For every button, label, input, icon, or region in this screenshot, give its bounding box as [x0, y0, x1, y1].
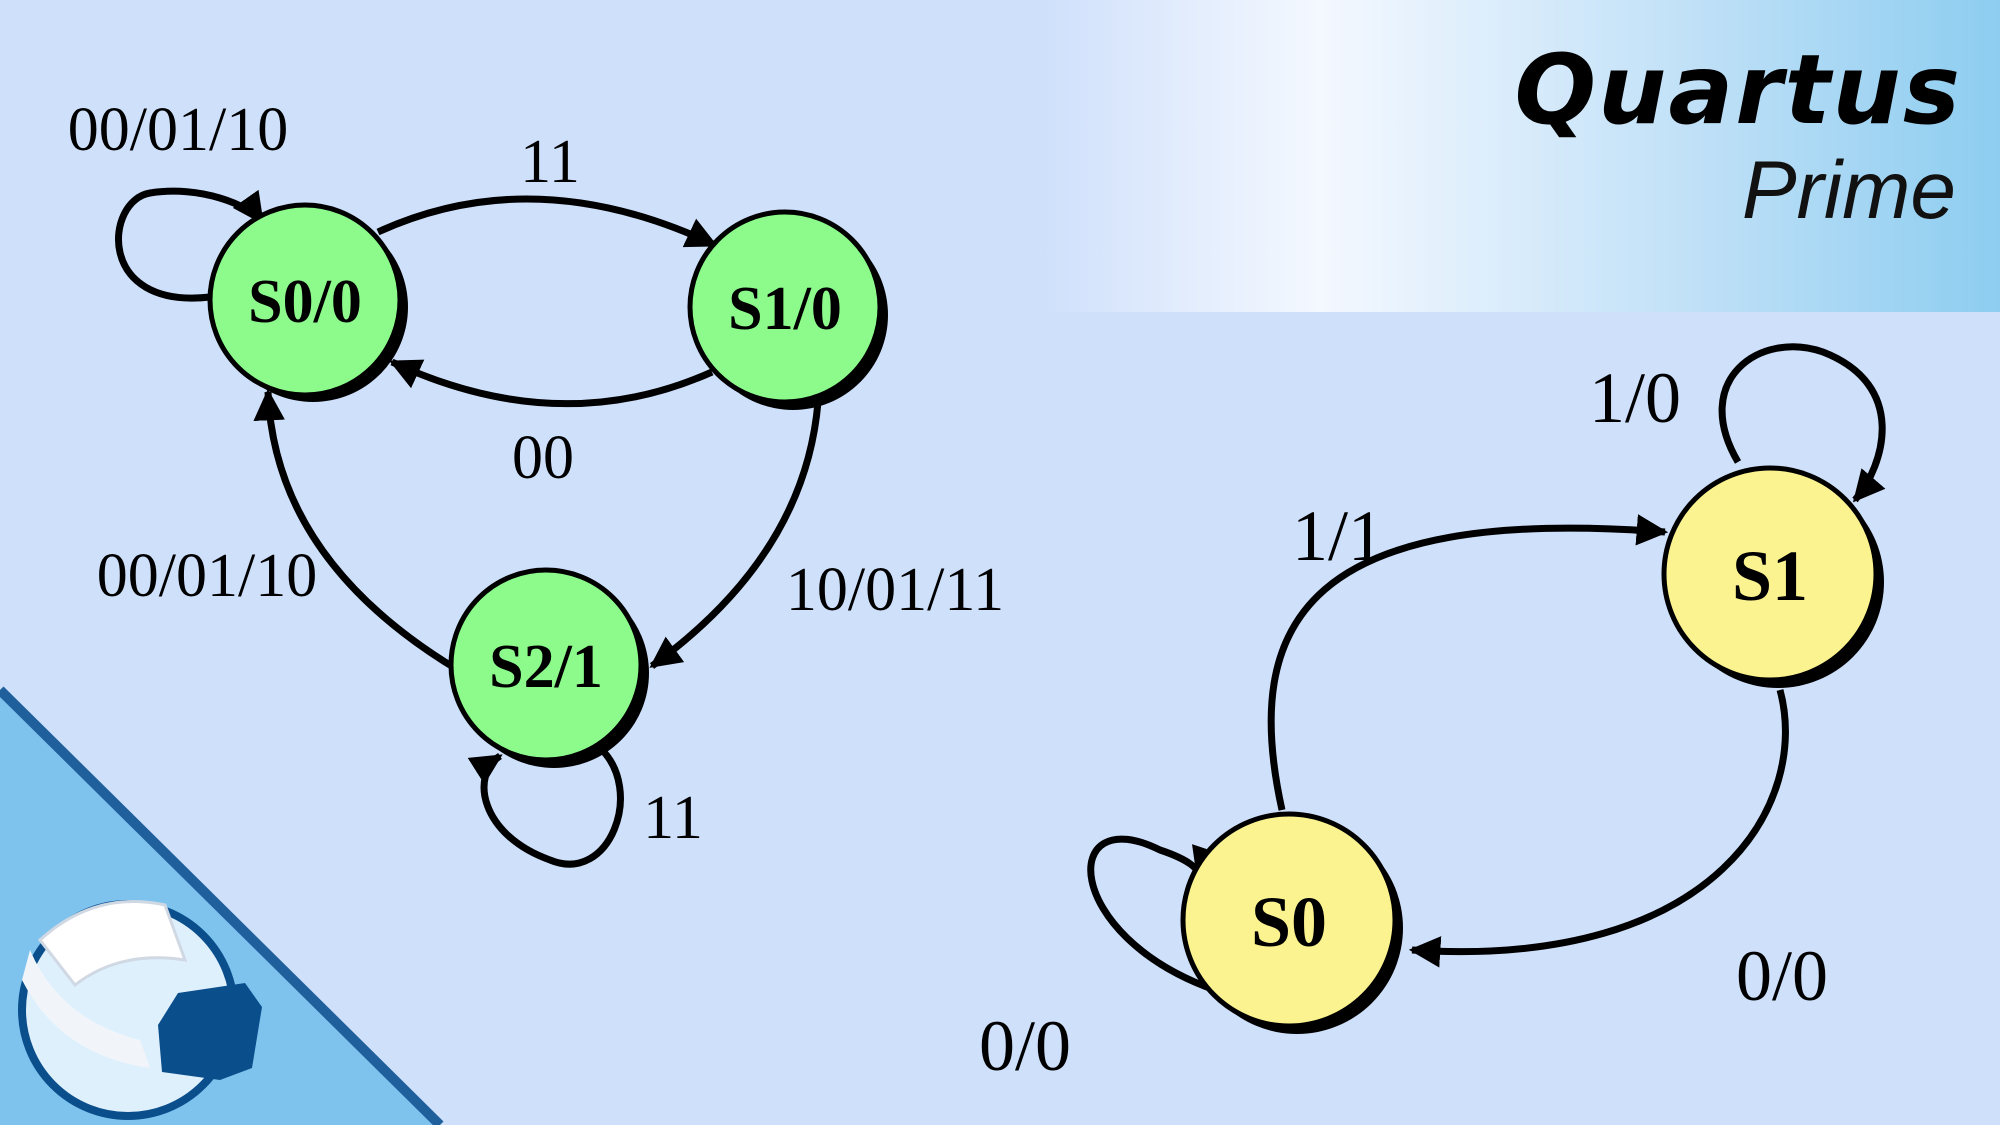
- edge-label-s2-self: 11: [643, 784, 703, 852]
- edge-label-s1-to-s0: 00: [512, 424, 574, 492]
- channel-logo-icon: [18, 900, 262, 1120]
- mealy-state-s1: S1: [1661, 465, 1884, 688]
- edge-s0-self: [115, 187, 265, 302]
- edge-s2-self: [467, 745, 624, 868]
- edge-label-s0-to-s1: 1/1: [1292, 496, 1384, 576]
- edge-s1-self: [1718, 343, 1886, 503]
- quartus-logo-subtitle: Prime: [1741, 145, 1956, 236]
- corner-border: [0, 686, 444, 1125]
- edge-s0-to-s1: [1267, 514, 1669, 811]
- edge-label-s0-self: 0/0: [979, 1006, 1071, 1086]
- mealy-diagram: S1 S0 1/0 1/1 0/0 0/0: [979, 343, 1886, 1086]
- edge-s1-to-s2: [649, 401, 822, 669]
- mealy-state-s0: S0: [1180, 811, 1403, 1034]
- edge-label-s1-self: 1/0: [1589, 358, 1681, 438]
- edge-label-s1-to-s2: 10/01/11: [786, 556, 1004, 624]
- moore-state-s2: S2/1: [448, 567, 649, 768]
- edge-label-s0-self: 00/01/10: [68, 96, 288, 164]
- quartus-logo-title: Quartus: [1514, 34, 1962, 146]
- edge-s0-self: [1087, 835, 1222, 994]
- state-label: S2/1: [489, 633, 603, 701]
- state-label: S1/0: [728, 275, 842, 343]
- edge-s0-to-s1: [376, 195, 718, 249]
- edge-label-s2-to-s0: 00/01/10: [97, 542, 317, 610]
- edge-s2-to-s0: [253, 388, 460, 673]
- moore-state-s0: S0/0: [207, 202, 408, 402]
- edge-label-s0-to-s1: 11: [520, 128, 580, 196]
- edge-s1-to-s0: [389, 358, 714, 408]
- edge-label-s1-to-s0: 0/0: [1736, 936, 1828, 1016]
- state-label: S1: [1732, 536, 1808, 616]
- edge-s1-to-s0: [1408, 689, 1789, 968]
- moore-state-s1: S1/0: [687, 209, 888, 410]
- state-label: S0/0: [248, 268, 362, 336]
- moore-diagram: S0/0 S1/0 S2/1 00/01/10 11 00 10/01/11 0…: [68, 96, 1004, 868]
- state-label: S0: [1251, 882, 1327, 962]
